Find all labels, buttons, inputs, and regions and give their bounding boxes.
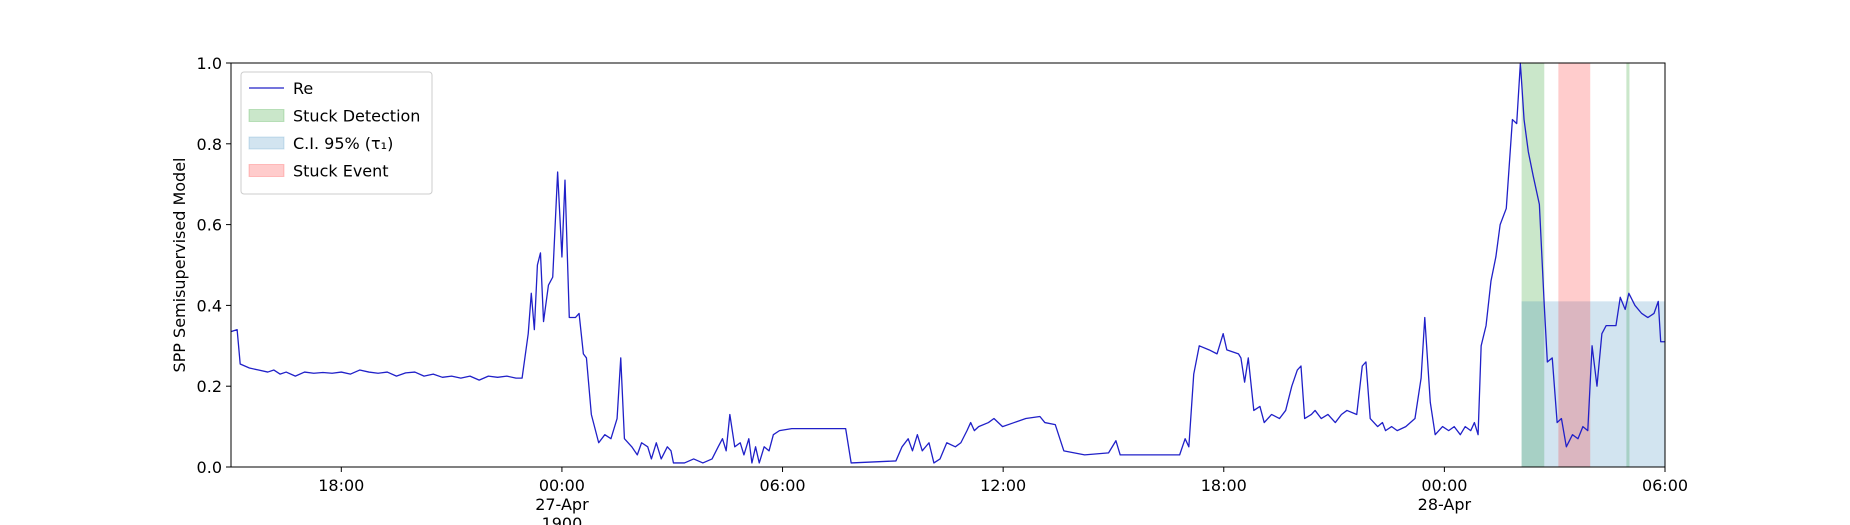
x-tick-label: 06:00 xyxy=(759,476,805,495)
legend-label: Stuck Event xyxy=(293,162,389,181)
x-tick-label: 06:00 xyxy=(1642,476,1688,495)
series-line xyxy=(230,62,1665,464)
region-span xyxy=(1521,301,1665,467)
x-tick-label-line: 18:00 xyxy=(1201,476,1247,495)
x-tick-label: 00:00 27-Apr 1900 xyxy=(535,476,589,525)
x-tick-label: 00:00 28-Apr xyxy=(1418,476,1472,514)
x-tick-label-line: 06:00 xyxy=(1642,476,1688,495)
plot-frame xyxy=(230,62,1666,468)
x-tick-label-line: 12:00 xyxy=(980,476,1026,495)
x-tick-label-line: 1900 xyxy=(542,514,583,525)
x-tick-label: 18:00 xyxy=(1201,476,1247,495)
x-tick-label: 18:00 xyxy=(318,476,364,495)
x-tick-label-line: 00:00 xyxy=(1421,476,1467,495)
legend-label: Stuck Detection xyxy=(293,107,420,126)
y-tick-label: 0.8 xyxy=(197,135,222,154)
y-tick-label: 1.0 xyxy=(197,54,222,73)
x-tick-label-line: 06:00 xyxy=(759,476,805,495)
y-tick-label: 0.6 xyxy=(197,216,222,235)
legend-label: Re xyxy=(293,79,313,98)
legend-label: C.I. 95% (τ₁) xyxy=(293,134,393,153)
y-axis-label: SPP Semisupervised Model xyxy=(170,158,189,373)
x-tick-label-line: 18:00 xyxy=(318,476,364,495)
x-tick-label-line: 27-Apr xyxy=(535,495,589,514)
legend-patch xyxy=(248,109,285,122)
legend-patch xyxy=(248,164,285,177)
legend-patch xyxy=(248,136,285,150)
y-tick-label: 0.0 xyxy=(197,458,222,477)
x-tick-label-line: 00:00 xyxy=(539,476,585,495)
region-span xyxy=(1626,63,1630,467)
region-span xyxy=(1558,63,1591,467)
legend-box xyxy=(240,71,433,195)
region-span xyxy=(1521,63,1545,467)
y-tick-label: 0.4 xyxy=(197,296,222,315)
x-tick-label: 12:00 xyxy=(980,476,1026,495)
y-tick-label: 0.2 xyxy=(197,377,222,396)
x-tick-label-line: 28-Apr xyxy=(1418,495,1472,514)
